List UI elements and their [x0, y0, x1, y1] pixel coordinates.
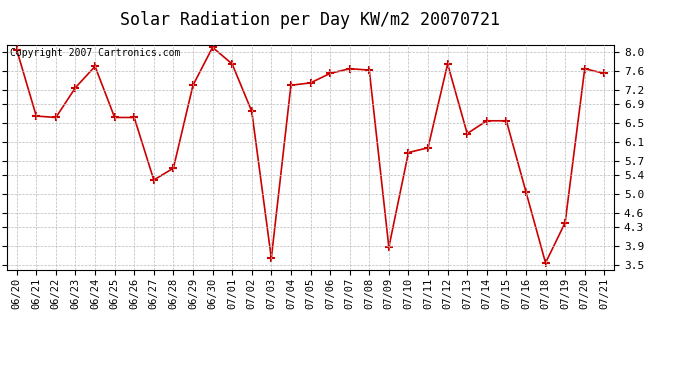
- Text: Solar Radiation per Day KW/m2 20070721: Solar Radiation per Day KW/m2 20070721: [121, 11, 500, 29]
- Text: Copyright 2007 Cartronics.com: Copyright 2007 Cartronics.com: [10, 48, 180, 58]
